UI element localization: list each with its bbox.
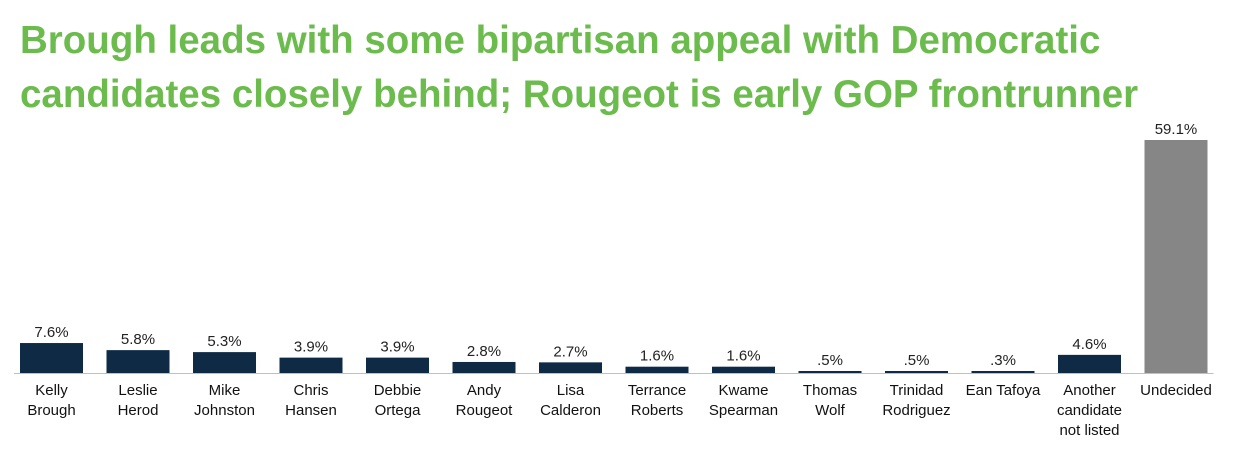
category-label-line: Spearman [709, 402, 778, 419]
category-label: Leslie Herod [118, 382, 159, 419]
bar [279, 357, 343, 373]
category-label: Andy Rougeot [456, 382, 514, 419]
value-label: .3% [990, 352, 1016, 369]
category-label-line: Rougeot [456, 402, 514, 419]
category-label-line: Wolf [815, 402, 846, 419]
category-label-line: not listed [1059, 422, 1119, 439]
bar [625, 366, 689, 373]
category-label-line: Calderon [540, 402, 601, 419]
bar [885, 371, 948, 373]
category-label-line: Roberts [631, 402, 684, 419]
bar [20, 343, 83, 373]
category-label: Terrance Roberts [628, 382, 686, 419]
value-label: 5.8% [121, 331, 155, 348]
value-label: 2.7% [553, 343, 587, 360]
value-label: 59.1% [1155, 121, 1198, 138]
category-label-line: Terrance [628, 382, 686, 399]
category-label: Trinidad Rodriguez [882, 382, 950, 419]
chart-title-line-2: candidates closely behind; Rougeot is ea… [20, 73, 1139, 116]
bars-group [20, 140, 1208, 373]
category-label-line: Ean Tafoya [966, 382, 1041, 399]
category-label-line: Andy [467, 382, 502, 399]
value-label: .5% [817, 352, 843, 369]
bar [366, 357, 429, 373]
category-label: Lisa Calderon [540, 382, 601, 419]
value-label: 7.6% [34, 324, 68, 341]
category-label-line: Another [1063, 382, 1116, 399]
chart-title-line-1: Brough leads with some bipartisan appeal… [20, 19, 1101, 62]
category-label-line: Brough [27, 402, 75, 419]
category-label-line: Johnston [194, 402, 255, 419]
category-label-line: Mike [209, 382, 241, 399]
category-label-line: Leslie [118, 382, 157, 399]
chart-title: Brough leads with some bipartisan appeal… [20, 14, 1245, 122]
value-label: 2.8% [467, 343, 501, 360]
value-label: 1.6% [640, 348, 674, 365]
value-label: 4.6% [1072, 336, 1106, 353]
bar [798, 371, 862, 373]
bar [193, 352, 256, 373]
labels-group: 7.6% Kelly Brough 5.8% Leslie Herod 5.3% Mike Jo… [27, 121, 1212, 439]
category-label: Debbie Ortega [374, 382, 422, 419]
bar [1144, 140, 1208, 373]
category-label: Chris Hansen [285, 382, 337, 419]
category-label-line: Lisa [557, 382, 585, 399]
category-label-line: Thomas [803, 382, 857, 399]
bar [539, 362, 602, 373]
category-label-line: Undecided [1140, 382, 1212, 399]
category-label: Kelly Brough [27, 382, 75, 419]
bar [712, 366, 775, 373]
value-label: 3.9% [294, 339, 328, 356]
category-label-line: Herod [118, 402, 159, 419]
category-label: Another candidate not listed [1057, 382, 1122, 439]
category-label-line: candidate [1057, 402, 1122, 419]
bar [971, 371, 1035, 373]
category-label-line: Kelly [35, 382, 68, 399]
value-label: 3.9% [380, 339, 414, 356]
category-label-line: Ortega [375, 402, 422, 419]
category-label: Thomas Wolf [803, 382, 857, 419]
category-label: Mike Johnston [194, 382, 255, 419]
bar [106, 350, 170, 373]
category-label: Kwame Spearman [709, 382, 778, 419]
bar [452, 361, 516, 373]
category-label-line: Hansen [285, 402, 337, 419]
value-label: .5% [904, 352, 930, 369]
value-label: 5.3% [207, 333, 241, 350]
bar [1058, 354, 1121, 373]
category-label-line: Rodriguez [882, 402, 950, 419]
category-label-line: Chris [293, 382, 328, 399]
category-label: Undecided [1140, 382, 1212, 399]
category-label-line: Debbie [374, 382, 422, 399]
category-label-line: Kwame [718, 382, 768, 399]
category-label: Ean Tafoya [966, 382, 1041, 399]
value-label: 1.6% [726, 348, 760, 365]
category-label-line: Trinidad [890, 382, 944, 399]
